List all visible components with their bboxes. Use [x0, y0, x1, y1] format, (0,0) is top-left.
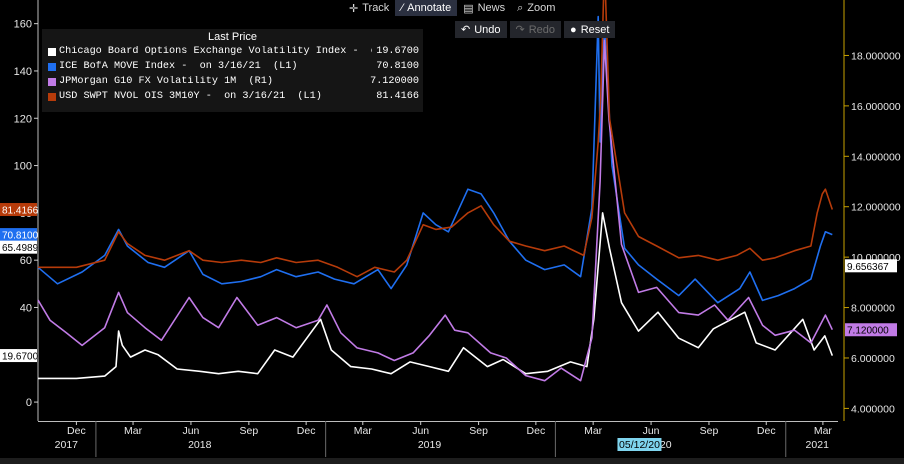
- last-value-label: 9.656367: [847, 262, 889, 273]
- right-tick-label: 16.000000: [851, 101, 901, 113]
- x-tick-label: Jun: [182, 425, 199, 437]
- annotate-button[interactable]: ⁄ Annotate: [395, 0, 458, 16]
- series-line: [38, 0, 834, 278]
- legend-swatch: [48, 92, 56, 101]
- right-tick-label: 18.000000: [851, 50, 901, 62]
- news-label: News: [477, 2, 506, 14]
- cursor-date-tag: [617, 438, 662, 451]
- last-value-tag: [845, 323, 897, 337]
- legend-title: Last Price: [208, 31, 257, 43]
- x-tick-label: Dec: [757, 425, 776, 437]
- left-tick-label: 0: [26, 397, 32, 409]
- legend-swatch: [48, 47, 56, 56]
- news-icon: ▤: [463, 2, 474, 15]
- last-value-label: 7.120000: [847, 326, 889, 337]
- last-value-label: 81.4166: [2, 206, 39, 217]
- redo-icon: ↷: [515, 24, 525, 36]
- undo-button[interactable]: ↶ Undo: [455, 21, 507, 38]
- news-button[interactable]: ▤ News: [457, 0, 511, 16]
- left-tick-label: 160: [14, 19, 32, 31]
- legend-entry[interactable]: ICE BofA MOVE Index - on 3/16/21 (L1) 70…: [48, 60, 419, 73]
- x-tick-label: Mar: [814, 425, 833, 437]
- redo-button[interactable]: ↷ Redo: [509, 21, 562, 38]
- left-tick-label: 120: [14, 113, 32, 125]
- bottom-bar: [0, 458, 904, 464]
- x-tick-label: Dec: [297, 425, 316, 437]
- legend-entry[interactable]: Chicago Board Options Exchange Volatilit…: [48, 45, 419, 58]
- last-value-label: 70.8100: [2, 231, 39, 242]
- series-line: [37, 15, 833, 304]
- legend-label: USD SWPT NVOL OIS 3M10Y - on 3/16/21 (L1…: [59, 91, 322, 102]
- year-label: 2019: [418, 439, 442, 451]
- x-tick-label: Mar: [584, 425, 603, 437]
- right-tick-label: 6.000000: [851, 353, 895, 365]
- legend-label: JPMorgan G10 FX Volatility 1M (R1): [59, 76, 273, 87]
- x-tick-label: Dec: [67, 425, 86, 437]
- left-tick-label: 140: [14, 66, 32, 78]
- legend-entry[interactable]: USD SWPT NVOL OIS 3M10Y - on 3/16/21 (L1…: [48, 90, 419, 103]
- zoom-button[interactable]: ⌕ Zoom: [511, 0, 561, 16]
- year-label: 2021: [806, 439, 830, 451]
- last-value-tag: [0, 349, 37, 363]
- x-tick-label: Sep: [700, 425, 719, 437]
- undo-label: Undo: [474, 23, 501, 36]
- reset-icon: ●: [570, 23, 577, 36]
- legend-value: 81.4166: [376, 91, 419, 102]
- legend-swatch: [48, 77, 56, 86]
- x-tick-label: Jun: [643, 425, 660, 437]
- last-value-tag: [0, 240, 37, 254]
- chart-legend: Last Price Chicago Board Options Exchang…: [42, 29, 423, 112]
- series-line: [37, 39, 834, 382]
- left-tick-label: 60: [20, 255, 32, 267]
- zoom-label: Zoom: [527, 2, 556, 14]
- right-tick-label: 4.000000: [851, 403, 895, 415]
- x-tick-label: Mar: [354, 425, 373, 437]
- undo-icon: ↶: [461, 24, 471, 36]
- x-tick-label: Jun: [412, 425, 429, 437]
- magnifier-icon: ⌕: [517, 1, 524, 14]
- right-tick-label: 8.000000: [851, 303, 895, 315]
- right-tick-label: 12.000000: [851, 202, 901, 214]
- series-line: [38, 212, 834, 380]
- x-tick-label: Sep: [469, 425, 488, 437]
- year-label: 2018: [188, 439, 212, 451]
- legend-value: 70.8100: [376, 61, 419, 72]
- legend-value: 7.120000: [370, 76, 419, 87]
- annotate-label: Annotate: [407, 2, 452, 14]
- last-value-tag: [845, 259, 897, 273]
- year-label: 2017: [55, 439, 79, 451]
- left-tick-label: 100: [14, 161, 32, 173]
- legend-label: ICE BofA MOVE Index - on 3/16/21 (L1): [59, 61, 298, 72]
- pencil-icon: ⁄: [401, 2, 404, 14]
- legend-entry[interactable]: JPMorgan G10 FX Volatility 1M (R1) 7.120…: [48, 75, 419, 88]
- last-value-label: 65.4989: [2, 243, 39, 254]
- reset-label: Reset: [580, 23, 610, 36]
- legend-value: 19.6700: [376, 46, 419, 57]
- last-value-label: 19.6700: [2, 352, 39, 363]
- left-tick-label: 40: [20, 302, 32, 314]
- track-label: Track: [362, 2, 390, 14]
- legend-swatch: [48, 62, 56, 71]
- x-tick-label: Mar: [124, 425, 143, 437]
- cursor-date-label: 05/12/20: [619, 439, 660, 451]
- reset-button[interactable]: ● Reset: [564, 21, 616, 38]
- right-tick-label: 14.000000: [851, 151, 901, 163]
- redo-label: Redo: [528, 23, 556, 36]
- track-button[interactable]: ✛ Track: [343, 0, 395, 16]
- x-tick-label: Sep: [240, 425, 259, 437]
- last-value-tag: [0, 203, 37, 217]
- crosshair-icon: ✛: [349, 2, 359, 15]
- history-toolbar: ↶ Undo ↷ Redo ● Reset: [455, 21, 616, 38]
- legend-label: Chicago Board Options Exchange Volatilit…: [59, 46, 372, 57]
- last-value-tag: [0, 228, 37, 242]
- x-tick-label: Dec: [527, 425, 546, 437]
- chart-toolbar: ✛ Track ⁄ Annotate ▤ News ⌕ Zoom: [343, 0, 561, 16]
